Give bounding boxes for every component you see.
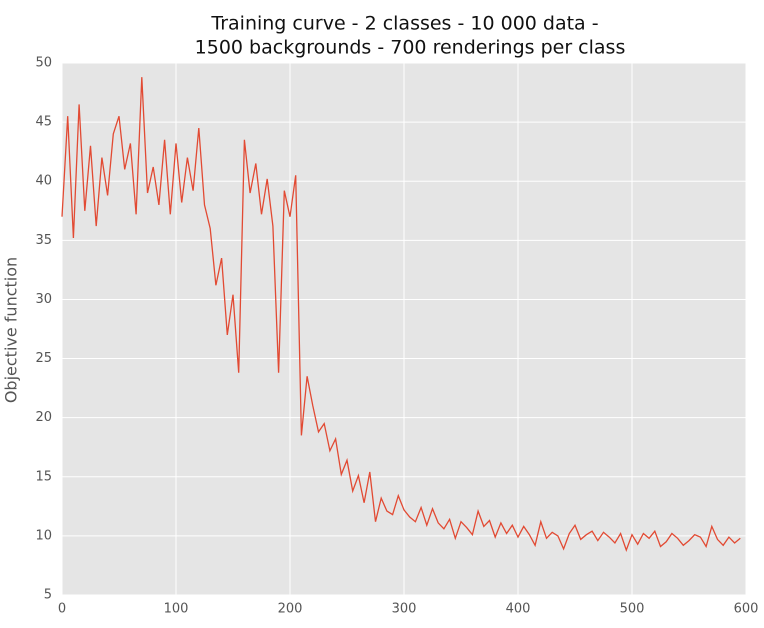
y-tick-label: 10 xyxy=(35,528,52,543)
x-tick-label: 300 xyxy=(392,602,417,617)
x-tick-label: 0 xyxy=(58,602,66,617)
x-tick-label: 600 xyxy=(734,602,759,617)
y-tick-label: 45 xyxy=(35,115,52,130)
y-tick-label: 40 xyxy=(35,174,52,189)
x-tick-label: 100 xyxy=(164,602,189,617)
x-tick-label: 500 xyxy=(620,602,645,617)
x-tick-label: 200 xyxy=(278,602,303,617)
y-tick-label: 50 xyxy=(35,56,52,71)
chart-title: 1500 backgrounds - 700 renderings per cl… xyxy=(195,37,626,59)
data-line xyxy=(61,77,741,553)
x-tick-label: 400 xyxy=(506,602,531,617)
y-tick-label: 20 xyxy=(35,410,52,425)
y-tick-label: 35 xyxy=(35,233,52,248)
y-tick-label: 25 xyxy=(35,351,52,366)
y-axis-label: Objective function xyxy=(2,257,21,403)
chart-title: Training curve - 2 classes - 10 000 data… xyxy=(210,13,598,35)
y-tick-label: 15 xyxy=(35,469,52,484)
y-tick-label: 30 xyxy=(35,292,52,307)
y-tick-label: 5 xyxy=(44,588,52,603)
